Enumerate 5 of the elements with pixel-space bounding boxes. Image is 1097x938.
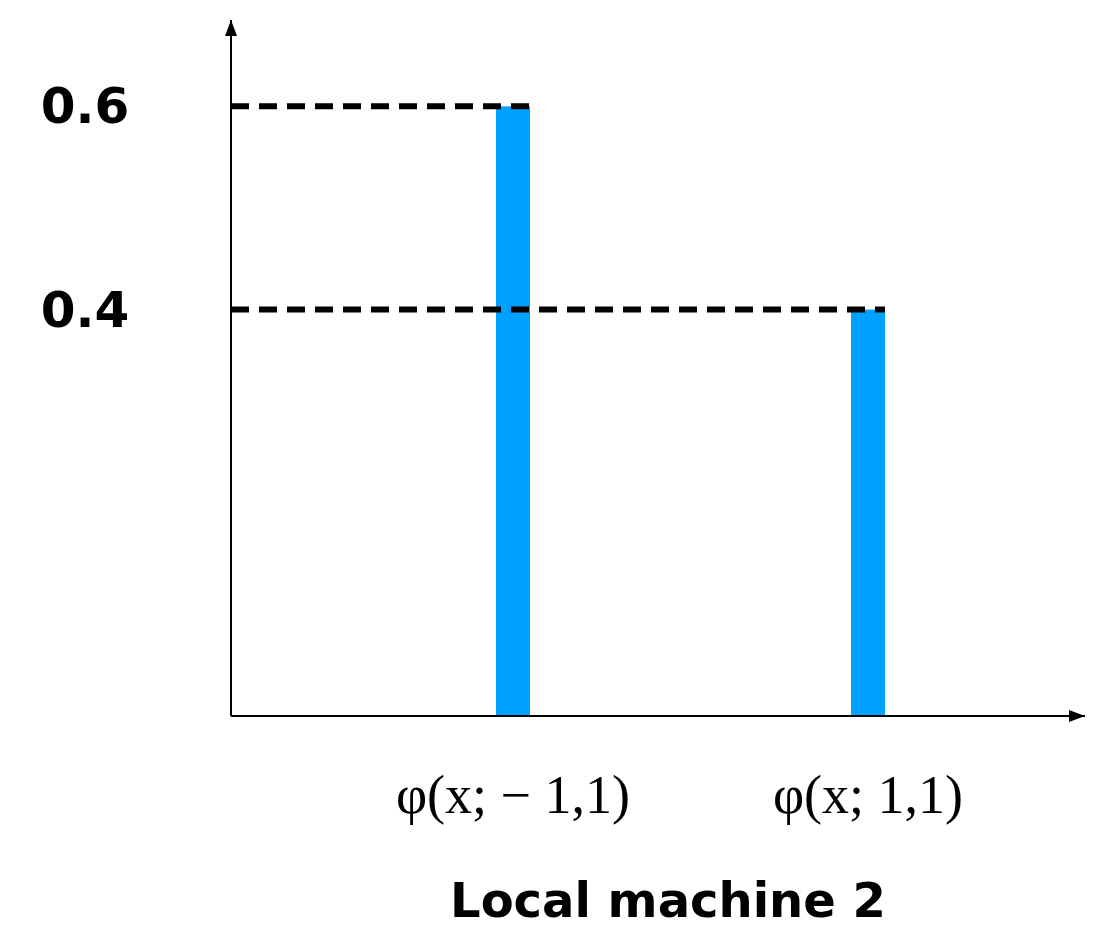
x-tick-label: φ(x; 1,1) — [772, 765, 964, 825]
y-tick-label: 0.6 — [40, 77, 130, 136]
x-tick-label: φ(x; − 1,1) — [395, 765, 631, 825]
y-tick-label: 0.4 — [40, 280, 130, 339]
x-axis-title: Local machine 2 — [450, 872, 886, 928]
